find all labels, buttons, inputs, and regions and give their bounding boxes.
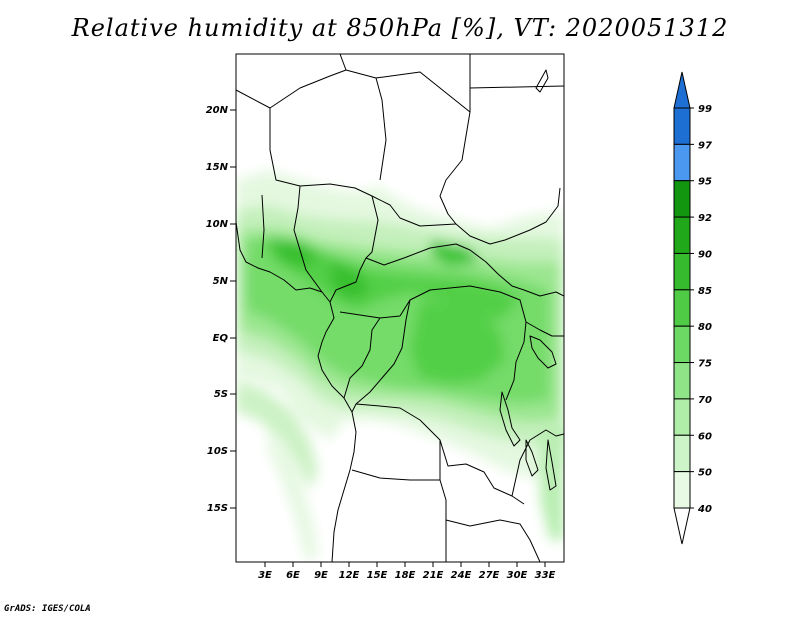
lat-label: 15N (206, 162, 229, 173)
lon-label: 18E (395, 570, 416, 581)
colorbar-label: 99 (698, 104, 712, 115)
lat-label: 5N (213, 276, 229, 287)
lon-label: 24E (451, 570, 472, 581)
colorbar-label: 90 (698, 249, 712, 260)
colorbar-label: 40 (697, 504, 712, 515)
lat-label: 15S (207, 503, 228, 514)
longitude-axis (264, 562, 546, 567)
lat-label: EQ (213, 333, 229, 344)
lon-label: 33E (535, 570, 556, 581)
colorbar-legend: 99 97 95 92 90 85 80 75 70 60 50 40 (673, 71, 712, 545)
colorbar-label: 85 (698, 286, 712, 297)
colorbar-top-arrow (673, 71, 691, 109)
colorbar-cell (673, 325, 691, 364)
lon-label: 15E (367, 570, 388, 581)
lon-label: 9E (314, 570, 328, 581)
grads-credit: GrADS: IGES/COLA (4, 604, 91, 614)
lon-label: 3E (258, 570, 272, 581)
humidity-field (236, 54, 564, 562)
lon-label: 12E (339, 570, 360, 581)
colorbar-cell (673, 362, 691, 400)
colorbar-label: 70 (698, 395, 712, 406)
map-frame (235, 53, 565, 563)
lat-label: 10N (206, 219, 229, 230)
colorbar-label: 75 (698, 359, 712, 370)
longitude-labels: 3E 6E 9E 12E 15E 18E 21E 24E 27E 30E 33E (258, 570, 555, 581)
colorbar-cell (673, 216, 691, 254)
lon-label: 27E (479, 570, 500, 581)
colorbar-cell (673, 471, 691, 509)
colorbar-cell (673, 252, 691, 291)
colorbar-label: 50 (698, 468, 712, 479)
colorbar-cell (673, 434, 691, 473)
colorbar-cell (673, 107, 691, 145)
colorbar-label: 80 (698, 322, 712, 333)
lat-label: 20N (206, 105, 229, 116)
colorbar-bottom-arrow (673, 507, 691, 545)
lon-label: 21E (423, 570, 444, 581)
lat-label: 5S (214, 389, 228, 400)
colorbar-cell (673, 289, 691, 327)
lat-label: 10S (207, 446, 228, 457)
colorbar-label: 60 (698, 431, 712, 442)
colorbar-cell (673, 143, 691, 182)
map-title: Relative humidity at 850hPa [%], VT: 202… (71, 14, 729, 42)
lon-label: 6E (286, 570, 300, 581)
map-boundaries (236, 54, 564, 562)
colorbar-label: 92 (698, 213, 712, 224)
colorbar-cell (673, 180, 691, 218)
colorbar-label: 97 (698, 140, 712, 151)
colorbar-cell (673, 398, 691, 436)
latitude-labels: 20N 15N 10N 5N EQ 5S 10S 15S (206, 105, 229, 514)
colorbar-label: 95 (698, 177, 712, 188)
lon-label: 30E (507, 570, 528, 581)
latitude-axis (230, 109, 236, 509)
